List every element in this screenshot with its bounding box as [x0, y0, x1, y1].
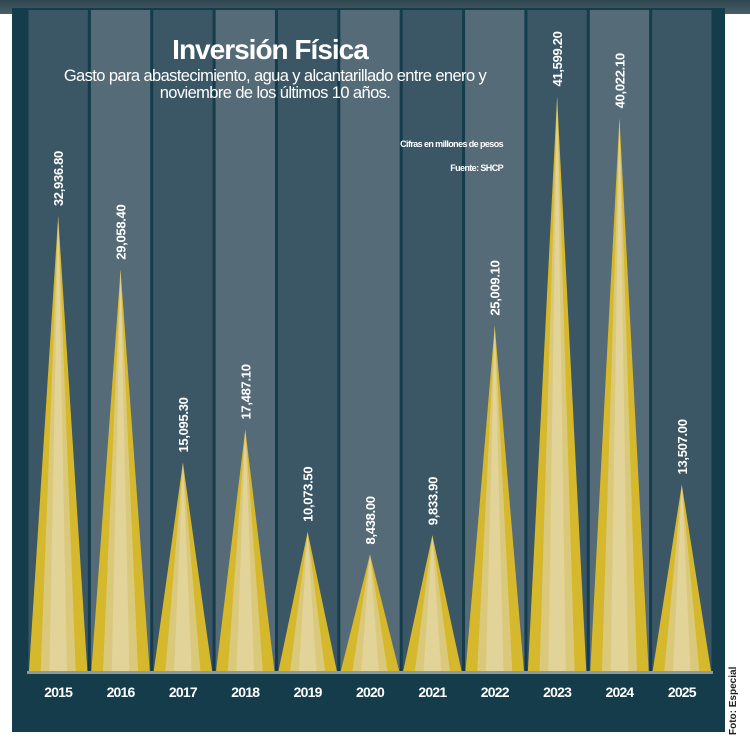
baseline	[27, 671, 713, 674]
year-label: 2015	[44, 684, 73, 700]
bar-spike-core	[673, 484, 691, 671]
photo-credit: Foto: Especial	[728, 666, 739, 735]
bar-spike-core	[174, 462, 192, 671]
year-label: 2020	[356, 684, 385, 700]
bar-spike-core	[548, 96, 566, 672]
bar-spike-core	[423, 535, 442, 671]
bar-spike-core	[485, 325, 504, 671]
year-label: 2022	[481, 684, 510, 700]
value-label: 25,009.10	[488, 260, 503, 315]
chart-subtitle: Gasto para abastecimiento, agua y alcant…	[63, 67, 487, 102]
chart-title: Inversión Física	[172, 34, 369, 65]
year-label: 2025	[668, 684, 697, 700]
bar-spike-core	[298, 531, 317, 671]
value-label: 29,058.40	[114, 205, 129, 260]
year-label: 2023	[543, 684, 572, 700]
bar-spike-core	[610, 118, 629, 672]
value-label: 40,022.10	[612, 53, 627, 108]
bar-spike-core	[49, 216, 67, 671]
value-label: 13,507.00	[675, 419, 690, 474]
year-label: 2024	[605, 684, 634, 700]
bar-spike-core	[111, 269, 130, 671]
year-label: 2016	[107, 684, 136, 700]
units-note: Cifras en millones de pesos	[400, 139, 503, 149]
year-label: 2018	[231, 684, 260, 700]
value-label: 10,073.50	[301, 467, 316, 522]
value-label: 41,599.20	[550, 31, 565, 86]
source-note: Fuente: SHCP	[450, 163, 503, 173]
bar-spike-core	[361, 554, 379, 671]
year-label: 2021	[418, 684, 447, 700]
year-label: 2017	[169, 684, 198, 700]
value-label: 32,936.80	[51, 151, 66, 206]
value-label: 8,438.00	[363, 496, 378, 544]
value-label: 15,095.30	[176, 397, 191, 452]
value-label: 17,487.10	[238, 364, 253, 419]
year-label: 2019	[294, 684, 323, 700]
bar-spike-core	[236, 429, 255, 671]
value-label: 9,833.90	[425, 477, 440, 525]
